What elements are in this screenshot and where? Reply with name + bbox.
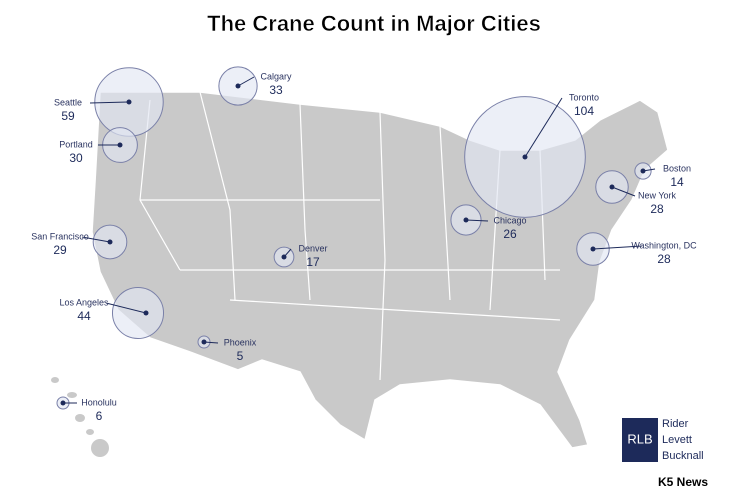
dot (126, 99, 132, 105)
dot (201, 339, 207, 345)
dot (117, 142, 123, 148)
city-value: 59 (61, 109, 75, 123)
city-name: New York (638, 190, 677, 200)
dot (590, 246, 596, 252)
logo-line: Bucknall (662, 450, 704, 462)
dot (522, 154, 528, 160)
leader (89, 101, 130, 104)
city-name: Boston (663, 163, 691, 173)
dot (281, 254, 287, 260)
city-value: 29 (53, 243, 67, 257)
dot (463, 217, 469, 223)
dot (640, 168, 646, 174)
city-name: Washington, DC (631, 240, 697, 250)
city-value: 26 (503, 227, 517, 241)
hawaii (51, 377, 109, 457)
cities: Seattle 59 Portland 30 San Francisco 29 Los An… (31, 66, 697, 423)
dot (609, 184, 615, 190)
leader (611, 186, 636, 197)
city-value: 33 (269, 83, 283, 97)
city-value: 28 (657, 252, 671, 266)
city-name: Seattle (54, 97, 82, 107)
logo-line: Levett (662, 434, 692, 446)
leader (81, 236, 111, 243)
city-name: Chicago (493, 215, 526, 225)
title: The Crane Count in Major Cities (207, 11, 541, 36)
city-value: 44 (77, 309, 91, 323)
city-value: 30 (69, 151, 83, 165)
leader (237, 76, 255, 87)
dot (143, 310, 149, 316)
logo-line: Rider (662, 418, 689, 430)
city-value: 14 (670, 175, 684, 189)
city-name: Calgary (260, 71, 292, 81)
city-name: Phoenix (224, 337, 257, 347)
dot (60, 400, 66, 406)
dot (107, 239, 113, 245)
leader (105, 302, 147, 314)
city-value: 17 (306, 255, 320, 269)
city-name: Portland (59, 139, 93, 149)
city-value: 104 (574, 104, 594, 118)
dot (235, 83, 241, 89)
leader (592, 245, 643, 250)
city-name: Toronto (569, 92, 599, 102)
city-name: Denver (298, 243, 327, 253)
source: K5 News (658, 475, 708, 489)
logo-mark: RLB (627, 431, 652, 446)
city-name: Honolulu (81, 397, 117, 407)
leader (465, 219, 489, 222)
city-value: 5 (237, 349, 244, 363)
city-name: San Francisco (31, 231, 89, 241)
logo-box (622, 418, 658, 462)
city-name: Los Angeles (59, 297, 109, 307)
city-value: 6 (96, 409, 103, 423)
city-value: 28 (650, 202, 664, 216)
bubble (111, 286, 165, 340)
leader (524, 97, 563, 158)
